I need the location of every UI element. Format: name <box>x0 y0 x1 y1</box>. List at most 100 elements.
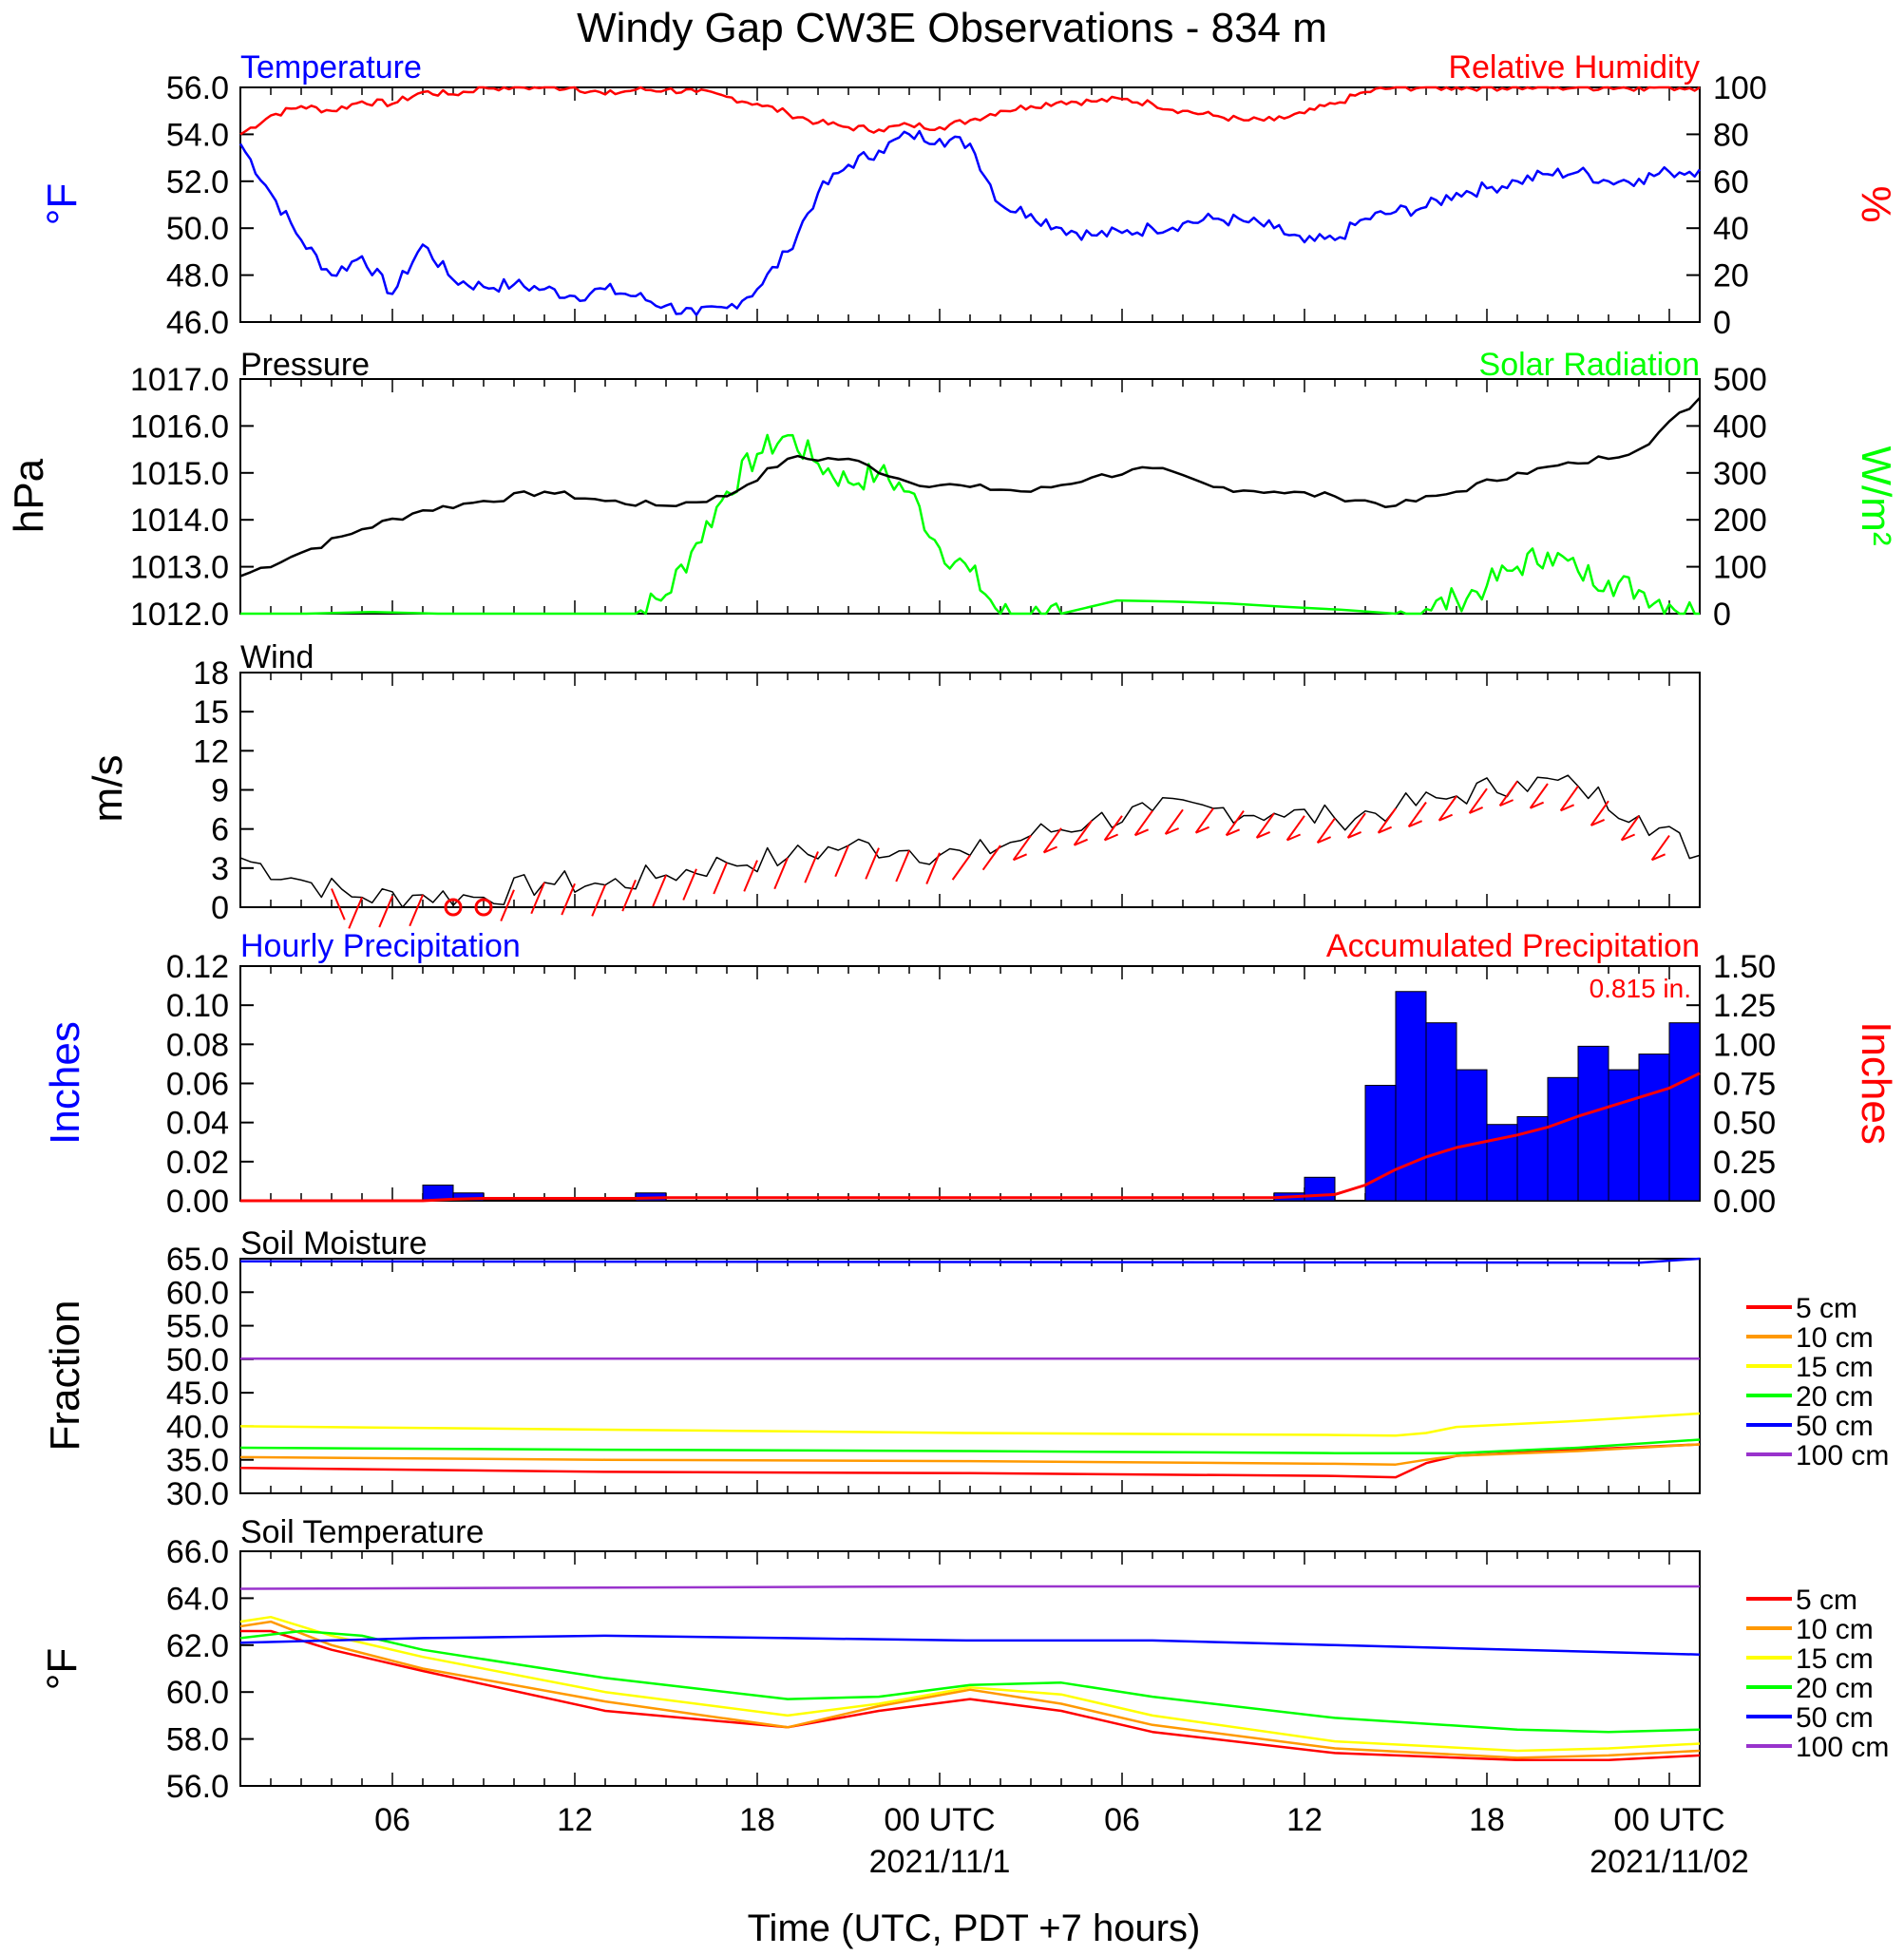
wind-barb-flag <box>1226 828 1241 837</box>
wind-barb <box>1012 835 1032 861</box>
soil-moisture-plot <box>239 1257 1701 1493</box>
wind-barb-flag <box>1408 820 1423 828</box>
temp-title: Temperature <box>240 49 422 85</box>
wind-barb-flag <box>1256 830 1271 839</box>
legend-label: 20 cm <box>1796 1381 1874 1413</box>
wind-barb-flag <box>1195 826 1210 834</box>
soil-moisture-line <box>239 1443 1701 1466</box>
wind-tick-label: 15 <box>193 694 229 731</box>
soil-temp-tick-label: 60.0 <box>166 1675 229 1711</box>
wind-barb <box>713 862 728 895</box>
hourly-precip-bar <box>1425 1022 1457 1202</box>
hourly-precip-bar <box>1456 1069 1488 1202</box>
wind-barb <box>743 860 758 892</box>
hourly-precip-bar <box>1547 1076 1579 1202</box>
soil-temp-line <box>239 1634 1701 1656</box>
hourly-unit-label: Inches <box>42 1021 88 1145</box>
wind-barb <box>621 880 637 912</box>
legend-label: 5 cm <box>1796 1293 1857 1324</box>
hourly-precip-bar <box>1395 991 1427 1202</box>
wind-tick-label: 18 <box>193 655 229 692</box>
x-tick-label: 00 UTC <box>884 1802 995 1838</box>
solar-tick-label: 200 <box>1713 503 1767 539</box>
precip-total-label: 0.815 in. <box>1590 974 1691 1003</box>
soil-temp-plot <box>239 1551 1701 1786</box>
x-tick-labels: 06 12 18 00 UTC 06 12 18 00 UTC 2021/11/1 2021/11… <box>374 1802 1749 1880</box>
soil-temp-tick-labels: 56.0 58.0 60.0 62.0 64.0 66.0 <box>166 1534 254 1805</box>
wind-barb <box>1133 810 1153 836</box>
wind-tick-label: 12 <box>193 733 229 769</box>
hourly-tick-label: 0.08 <box>166 1027 229 1063</box>
wind-barb-flag <box>1469 806 1484 814</box>
wind-barb <box>804 851 819 883</box>
wind-barb <box>561 883 576 916</box>
pressure-tick-label: 1014.0 <box>130 503 229 539</box>
pressure-tick-label: 1015.0 <box>130 456 229 492</box>
legend-label: 50 cm <box>1796 1411 1874 1442</box>
soil-temp-line <box>239 1620 1701 1759</box>
wind-title: Wind <box>240 639 314 675</box>
x-date-label: 2021/11/02 <box>1590 1844 1749 1880</box>
x-tick-label: 18 <box>739 1802 775 1838</box>
temp-tick-label: 56.0 <box>166 70 229 106</box>
wind-barb <box>1377 807 1397 834</box>
soil-moisture-tick-label: 35.0 <box>166 1443 229 1479</box>
wind-barb <box>348 897 363 929</box>
soil-moisture-tick-label: 55.0 <box>166 1309 229 1345</box>
temp-rh-frame <box>239 86 1701 323</box>
wind-barb <box>378 895 393 928</box>
pressure-line <box>239 396 1701 578</box>
hourly-precip-bar <box>1638 1053 1670 1202</box>
soil-moisture-line <box>239 1412 1701 1437</box>
solar-tick-label: 300 <box>1713 456 1767 492</box>
soil-moisture-tick-label: 50.0 <box>166 1342 229 1378</box>
soil-temp-unit-label: °F <box>39 1648 86 1690</box>
wind-barb-flag <box>1013 853 1028 862</box>
wind-barb <box>1468 788 1488 814</box>
wind-barb <box>1346 812 1366 839</box>
hourly-precip-bar <box>1668 1022 1701 1202</box>
wind-line <box>239 774 1701 908</box>
rh-title: Relative Humidity <box>1448 49 1700 85</box>
wind-barb <box>895 849 910 883</box>
soil-moisture-tick-label: 45.0 <box>166 1376 229 1412</box>
soil-moisture-tick-label: 65.0 <box>166 1242 229 1278</box>
temp-rh-plot <box>238 85 1702 322</box>
pressure-unit-label: hPa <box>6 458 52 533</box>
calm-wind-marker <box>474 898 493 917</box>
hourly-precip-title: Hourly Precipitation <box>240 928 521 964</box>
wind-barb <box>1103 815 1123 842</box>
wind-barb-flag <box>1347 830 1362 839</box>
x-tick-label: 12 <box>557 1802 593 1838</box>
wind-barb <box>865 847 880 880</box>
soil-moisture-unit-label: Fraction <box>42 1300 88 1452</box>
temp-tick-label: 54.0 <box>166 117 229 153</box>
hourly-tick-label: 0.00 <box>166 1184 229 1220</box>
solar-title: Solar Radiation <box>1479 347 1700 383</box>
rh-tick-label: 20 <box>1713 258 1749 294</box>
legend-label: 50 cm <box>1796 1702 1874 1734</box>
pressure-tick-label: 1013.0 <box>130 550 229 586</box>
solar-tick-label: 400 <box>1713 408 1767 445</box>
wind-barb <box>409 894 424 927</box>
soil-moisture-tick-labels: 30.035.040.045.050.055.060.065.0 <box>166 1242 254 1512</box>
temp-tick-label: 48.0 <box>166 258 229 294</box>
wind-barb <box>1650 835 1670 861</box>
temp-tick-label: 52.0 <box>166 164 229 200</box>
soil-moisture-line <box>239 1438 1701 1454</box>
solar-tick-label: 500 <box>1713 362 1767 398</box>
temp-tick-label: 46.0 <box>166 305 229 341</box>
wind-barb <box>1255 812 1275 839</box>
hourly-tick-label: 0.04 <box>166 1106 229 1142</box>
wind-barb <box>773 857 789 890</box>
solar-unit-label: W/m² <box>1853 446 1899 545</box>
soil-temp-tick-label: 58.0 <box>166 1722 229 1758</box>
soil-temp-tick-label: 62.0 <box>166 1628 229 1664</box>
wind-barb <box>1164 808 1184 835</box>
wind-barb <box>1316 817 1336 844</box>
pressure-tick-label: 1012.0 <box>130 597 229 633</box>
x-tick-label: 18 <box>1469 1802 1505 1838</box>
wind-plot <box>239 673 1701 929</box>
rh-tick-label: 0 <box>1713 305 1731 341</box>
